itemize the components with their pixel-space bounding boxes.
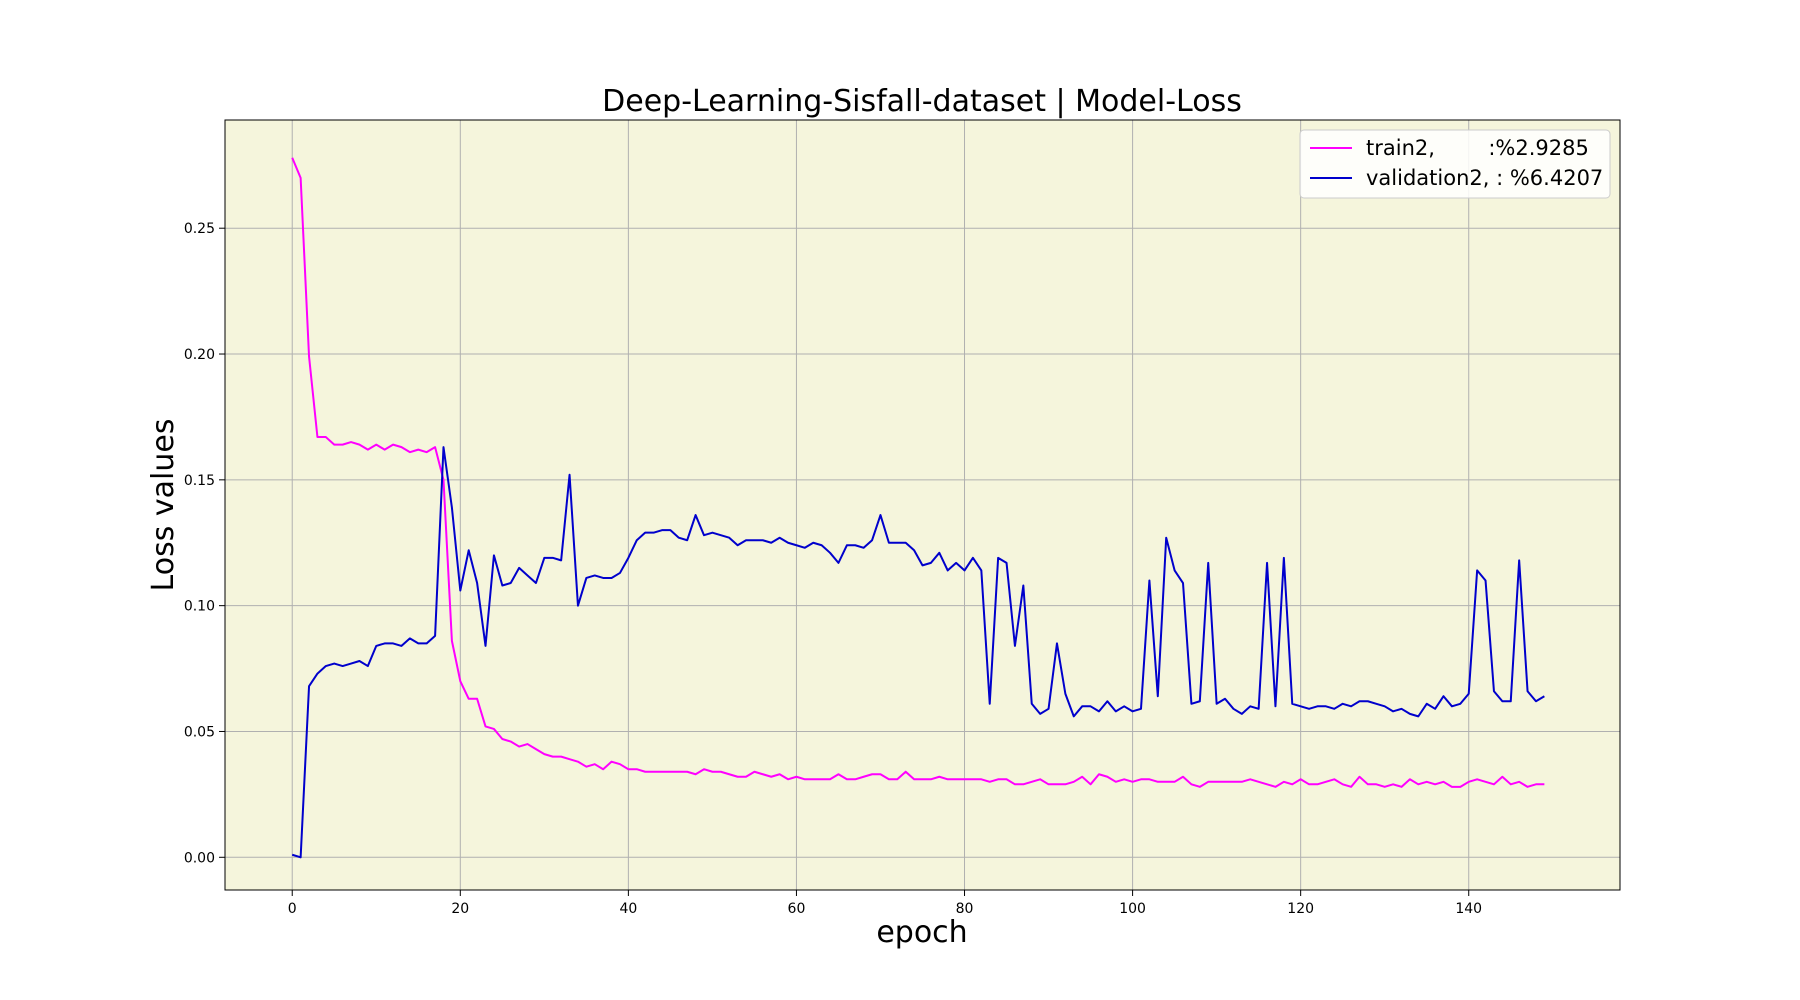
x-tick-label: 40 bbox=[619, 901, 637, 917]
series-line-validation2 bbox=[291, 446, 1545, 859]
axis-ticks: 0 20 40 60 80 100 120 140 0.00 0.05 0.10 0.15 0.20 0.… bbox=[184, 221, 1482, 917]
y-tick-label: 0.15 bbox=[184, 473, 215, 489]
series-layer bbox=[291, 157, 1545, 859]
y-tick-label: 0.05 bbox=[184, 724, 215, 740]
chart-title: Deep-Learning-Sisfall-dataset | Model-Lo… bbox=[602, 84, 1242, 119]
x-axis-label: epoch bbox=[876, 915, 967, 950]
legend-box bbox=[1299, 129, 1611, 199]
plot-area bbox=[225, 120, 1620, 890]
legend-label-validation2: validation2, : %6.4207 bbox=[1366, 166, 1603, 190]
x-tick-label: 100 bbox=[1119, 901, 1146, 917]
x-tick-label: 80 bbox=[956, 901, 974, 917]
legend: train2, :%2.9285 validation2, : %6.4207 bbox=[1299, 129, 1611, 199]
x-tick-label: 140 bbox=[1455, 901, 1482, 917]
grid bbox=[225, 120, 1620, 890]
plot-frame bbox=[224, 119, 1621, 891]
y-tick-label: 0.25 bbox=[184, 221, 215, 237]
legend-label-train2: train2, :%2.9285 bbox=[1366, 136, 1589, 160]
x-tick-label: 0 bbox=[288, 901, 297, 917]
x-tick-label: 60 bbox=[788, 901, 806, 917]
y-axis-label: Loss values bbox=[146, 419, 181, 592]
y-tick-label: 0.20 bbox=[184, 347, 215, 363]
series-line-train2 bbox=[291, 157, 1545, 788]
y-tick-label: 0.10 bbox=[184, 599, 215, 615]
x-tick-label: 20 bbox=[451, 901, 469, 917]
x-tick-label: 120 bbox=[1287, 901, 1314, 917]
y-tick-label: 0.00 bbox=[184, 850, 215, 866]
